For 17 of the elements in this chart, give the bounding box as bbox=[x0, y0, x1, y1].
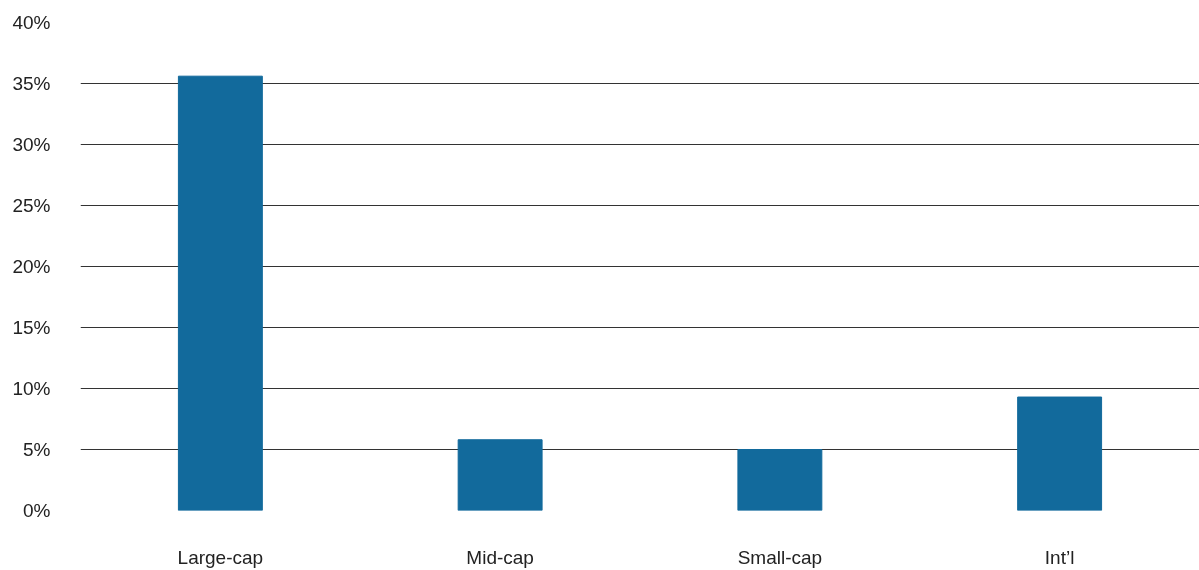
bar bbox=[1017, 396, 1103, 511]
x-tick-label: Small-cap bbox=[737, 546, 823, 568]
y-tick-label: 40% bbox=[12, 12, 51, 33]
x-tick-label: Large-cap bbox=[177, 546, 264, 568]
y-tick-label: 15% bbox=[12, 317, 51, 338]
x-tick-label: Int’l bbox=[1044, 546, 1075, 568]
y-tick-label: 5% bbox=[23, 439, 51, 460]
bar bbox=[737, 449, 823, 511]
bar bbox=[457, 439, 543, 511]
y-tick-label: 20% bbox=[12, 256, 51, 277]
y-tick-label: 10% bbox=[12, 378, 51, 399]
y-tick-label: 35% bbox=[12, 73, 51, 94]
y-tick-label: 30% bbox=[12, 134, 51, 155]
bar bbox=[177, 75, 263, 511]
y-tick-label: 0% bbox=[23, 500, 51, 521]
x-tick-label: Mid-cap bbox=[466, 546, 534, 568]
y-tick-label: 25% bbox=[12, 195, 51, 216]
